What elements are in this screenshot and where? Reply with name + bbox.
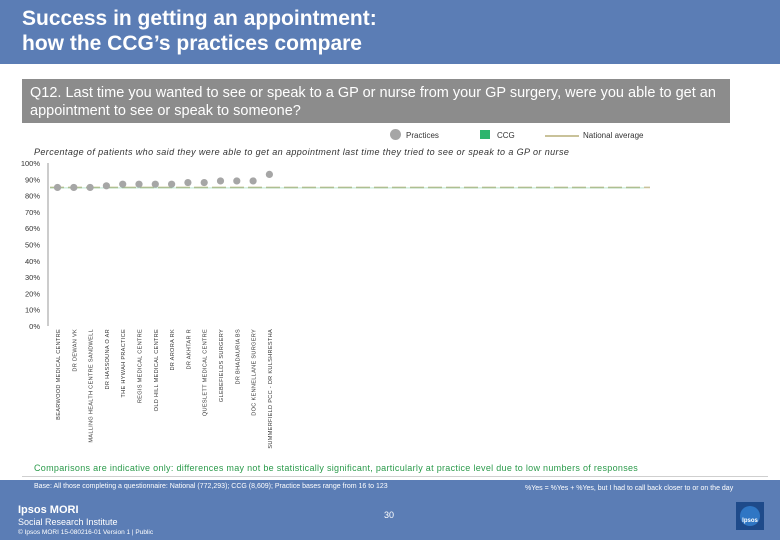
x-category-label: MALLING HEALTH CENTRE SANDWELL (89, 329, 95, 443)
practice-point (249, 177, 257, 185)
x-category-label: SUMMERFIELD PCC - DR KULSHRESTHA (268, 329, 274, 449)
page-title: Success in getting an appointment: how t… (22, 7, 377, 55)
chart-canvas: 100% 90% 80% 70% 60% 50% 40% 30% 20% 10% 0% BEARWOO… (21, 159, 650, 449)
legend-national-marker (545, 135, 579, 137)
divider (22, 476, 768, 477)
practice-point (200, 178, 208, 187)
page-number: 30 (384, 510, 395, 520)
question-text: Q12. Last time you wanted to see or spea… (30, 85, 716, 119)
y-tick-label: 0% (29, 322, 40, 331)
x-category-label: QUESLETT MEDICAL CENTRE (203, 329, 209, 416)
x-category-label: GLEBEFIELDS SURGERY (219, 329, 225, 402)
copyright-text: © Ipsos MORI 15-080216-01 Version 1 | Pu… (18, 529, 154, 536)
legend-national-label: National average (583, 131, 644, 140)
x-category-label: DR DEWAN VK (72, 329, 78, 372)
x-category-label: REGIS MEDICAL CENTRE (138, 329, 144, 403)
y-tick-label: 50% (25, 241, 40, 250)
legend-ccg-label: CCG (497, 131, 515, 140)
legend-practices-marker (390, 129, 401, 140)
practice-point (70, 183, 78, 192)
practice-point (53, 183, 62, 192)
practice-point (184, 178, 192, 187)
legend-ccg-marker (480, 130, 490, 139)
ipsos-badge-circle (740, 506, 760, 526)
definition-text: %Yes = %Yes + %Yes, but I had to call ba… (525, 485, 734, 492)
ipsos-mori-logo: Ipsos MORI (18, 504, 79, 516)
practice-point (119, 180, 127, 188)
question-box: Q12. Last time you wanted to see or spea… (22, 79, 730, 123)
y-tick-label: 30% (25, 273, 40, 282)
y-tick-label: 80% (25, 192, 40, 201)
comparison-note: Comparisons are indicative only: differe… (34, 463, 639, 473)
practice-point (135, 180, 143, 188)
y-tick-label: 10% (25, 306, 40, 315)
y-tick-label: 90% (25, 175, 40, 184)
x-category-label: OLD HILL MEDICAL CENTRE (154, 329, 160, 411)
x-category-label: DR AKHTAR R (186, 329, 192, 370)
y-tick-label: 100% (21, 159, 41, 168)
practice-point (216, 177, 225, 185)
practice-point (233, 177, 241, 185)
ipsos-badge-icon: Ipsos (736, 502, 764, 530)
x-category-label: DR BHADAURIA BS (235, 329, 241, 384)
chart-subtitle: Percentage of patients who said they wer… (34, 147, 570, 157)
y-tick-label: 70% (25, 208, 40, 217)
y-tick-label: 20% (25, 289, 40, 298)
practice-point (102, 182, 110, 190)
base-text: Base: All those completing a questionnai… (34, 483, 388, 490)
practice-point (265, 170, 273, 179)
practice-point (86, 183, 94, 192)
x-category-label: THE HYWAH PRACTICE (121, 329, 127, 398)
footer-bar (0, 480, 780, 540)
y-tick-label: 40% (25, 257, 40, 266)
legend-practices-label: Practices (406, 131, 439, 140)
practice-point (151, 180, 159, 188)
x-category-label: DOC KENNELLANE SURGERY (252, 329, 258, 416)
x-category-label: BEARWOOD MEDICAL CENTRE (56, 329, 62, 420)
y-tick-label: 60% (25, 224, 40, 233)
ipsos-badge-label: Ipsos (742, 518, 758, 524)
practice-point (168, 180, 176, 188)
x-category-label: DR HASSOUNA O AR (105, 329, 111, 389)
logo-subtitle: Social Research Institute (18, 517, 118, 527)
x-category-label: DR ARORA RK (170, 329, 176, 371)
header-bar: Success in getting an appointment: how t… (0, 0, 780, 64)
